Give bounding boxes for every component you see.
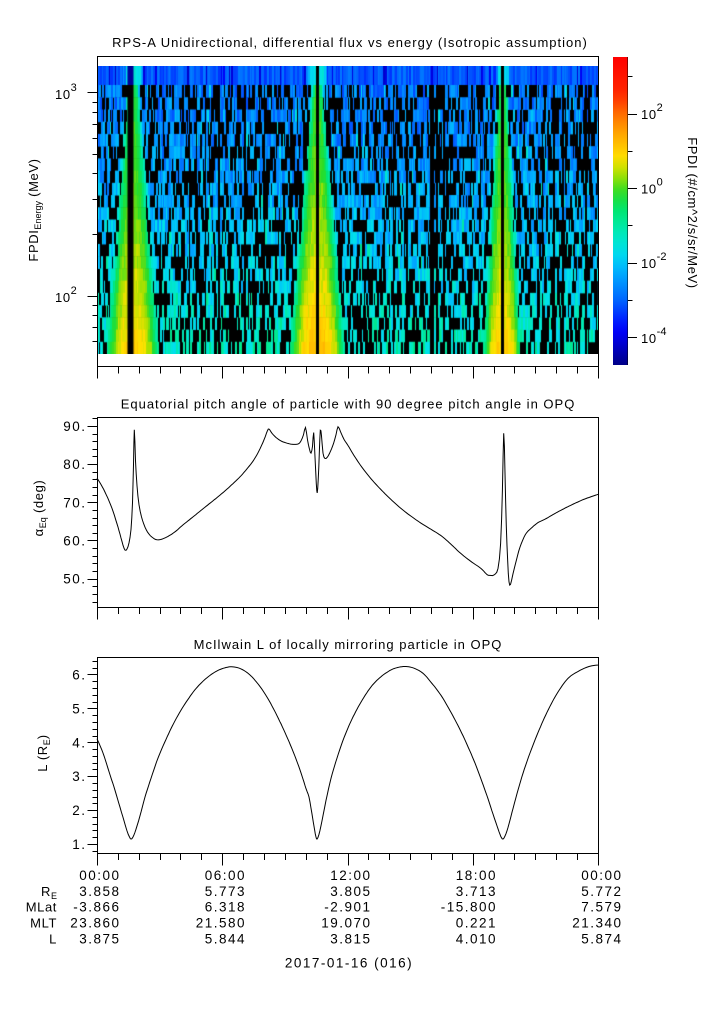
svg-text:0.221: 0.221	[456, 916, 497, 931]
svg-text:L (RE): L (RE)	[35, 734, 52, 771]
svg-text:100: 100	[641, 177, 663, 197]
svg-text:06:00: 06:00	[205, 868, 246, 883]
svg-text:5.844: 5.844	[205, 932, 246, 947]
svg-text:2.: 2.	[72, 803, 86, 818]
svg-text:αEq (deg): αEq (deg)	[31, 480, 48, 537]
svg-text:3.875: 3.875	[79, 932, 120, 947]
svg-text:5.874: 5.874	[581, 932, 622, 947]
svg-text:2017-01-16 (016): 2017-01-16 (016)	[285, 956, 413, 971]
svg-text:L: L	[49, 932, 57, 947]
svg-text:-3.866: -3.866	[73, 900, 120, 915]
svg-text:McIlwain L of locally mirrorin: McIlwain L of locally mirroring particle…	[194, 637, 503, 652]
svg-text:FPDI (#/cm^2/s/sr/MeV): FPDI (#/cm^2/s/sr/MeV)	[685, 137, 700, 288]
svg-text:-15.800: -15.800	[441, 900, 497, 915]
svg-text:6.318: 6.318	[205, 900, 246, 915]
svg-text:90.: 90.	[63, 419, 86, 434]
svg-text:6.: 6.	[72, 668, 86, 683]
svg-text:5.: 5.	[72, 701, 86, 716]
svg-text:23.860: 23.860	[70, 916, 120, 931]
svg-text:12:00: 12:00	[330, 868, 371, 883]
svg-text:1.: 1.	[72, 837, 86, 852]
svg-text:4.: 4.	[72, 735, 86, 750]
svg-text:Equatorial pitch angle of part: Equatorial pitch angle of particle with …	[121, 397, 576, 412]
svg-text:MLT: MLT	[30, 916, 57, 931]
svg-text:00:00: 00:00	[79, 868, 120, 883]
svg-text:4.010: 4.010	[456, 932, 497, 947]
svg-text:FPDIEnergy (MeV): FPDIEnergy (MeV)	[26, 158, 43, 261]
svg-text:50.: 50.	[63, 572, 86, 587]
svg-text:21.340: 21.340	[572, 916, 622, 931]
svg-text:-2.901: -2.901	[324, 900, 371, 915]
svg-text:18:00: 18:00	[456, 868, 497, 883]
svg-text:70.: 70.	[63, 495, 86, 510]
svg-text:3.805: 3.805	[330, 884, 371, 899]
svg-text:3.: 3.	[72, 769, 86, 784]
svg-text:80.: 80.	[63, 457, 86, 472]
svg-text:RE: RE	[41, 884, 57, 901]
svg-text:7.579: 7.579	[581, 900, 622, 915]
svg-text:3.858: 3.858	[79, 884, 120, 899]
svg-text:10-4: 10-4	[641, 326, 666, 346]
svg-text:3.815: 3.815	[330, 932, 371, 947]
svg-text:3.713: 3.713	[456, 884, 497, 899]
svg-text:102: 102	[641, 102, 663, 122]
svg-text:RPS-A Unidirectional, differen: RPS-A Unidirectional, differential flux …	[112, 35, 588, 50]
svg-text:103: 103	[55, 82, 77, 102]
svg-text:60.: 60.	[63, 534, 86, 549]
svg-text:MLat: MLat	[26, 900, 57, 915]
svg-text:19.070: 19.070	[321, 916, 371, 931]
svg-text:5.773: 5.773	[205, 884, 246, 899]
svg-text:10-2: 10-2	[641, 251, 666, 271]
svg-text:00:00: 00:00	[581, 868, 622, 883]
svg-text:21.580: 21.580	[196, 916, 246, 931]
svg-text:102: 102	[55, 285, 77, 305]
svg-text:5.772: 5.772	[581, 884, 622, 899]
